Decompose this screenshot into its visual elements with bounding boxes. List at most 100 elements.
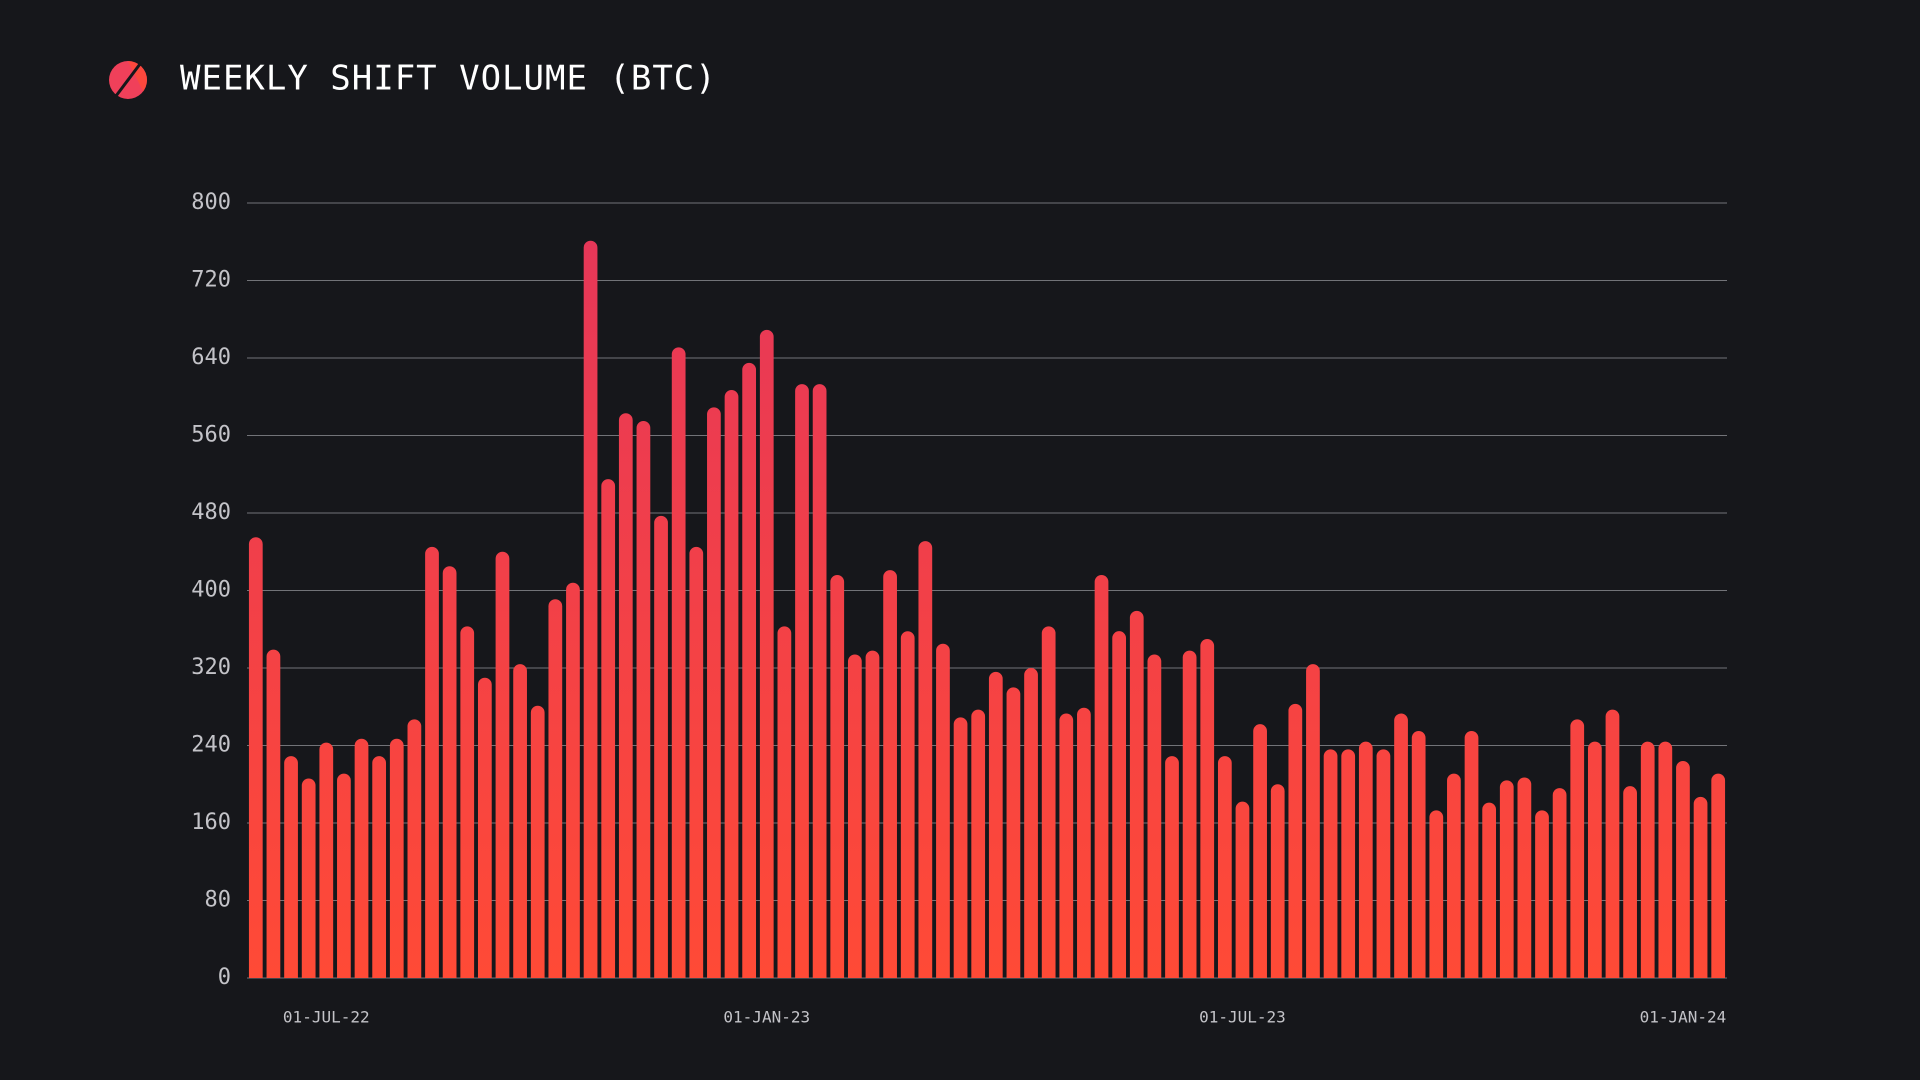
bar: [1306, 664, 1320, 978]
bar: [1129, 610, 1144, 978]
y-tick-label: 320: [191, 655, 231, 680]
bar: [1499, 780, 1514, 978]
y-tick-label: 400: [191, 578, 231, 603]
bar: [971, 709, 986, 978]
bar: [1711, 773, 1726, 978]
bar: [1676, 760, 1690, 978]
bar: [1323, 749, 1338, 978]
y-tick-label: 560: [191, 423, 231, 448]
bar: [1411, 730, 1426, 978]
bar: [442, 566, 457, 978]
bar: [1147, 654, 1162, 978]
bar: [566, 582, 580, 978]
bar: [1394, 713, 1408, 978]
bar: [354, 738, 369, 978]
bar: [689, 546, 704, 978]
y-tick-label: 240: [191, 733, 231, 758]
y-tick-label: 720: [191, 268, 231, 293]
bar: [1288, 703, 1303, 978]
bar: [407, 719, 422, 978]
bar: [918, 541, 933, 978]
bar: [847, 654, 862, 978]
bar: [671, 347, 686, 979]
bar: [900, 631, 915, 978]
bar: [812, 384, 827, 979]
bar: [1447, 773, 1461, 978]
y-tick-label: 480: [191, 500, 231, 525]
bar: [953, 717, 968, 978]
bar: [1376, 749, 1391, 978]
bar: [636, 420, 651, 978]
bar: [1341, 749, 1356, 978]
bar: [1482, 802, 1497, 978]
bar: [601, 479, 616, 978]
bar: [988, 671, 1003, 978]
x-tick-label: 01-JAN-23: [723, 1008, 810, 1027]
bar: [1693, 796, 1708, 978]
bar: [795, 384, 809, 978]
bar: [936, 643, 950, 978]
bar: [1429, 810, 1444, 978]
bar: [548, 599, 563, 978]
bar: [1640, 741, 1655, 978]
y-tick-label: 800: [191, 190, 231, 215]
bar: [513, 664, 527, 978]
bar: [372, 756, 387, 978]
bar: [319, 742, 334, 978]
bar: [389, 738, 404, 978]
bar: [865, 650, 880, 978]
bar: [759, 329, 774, 978]
bar: [1658, 741, 1673, 978]
bar: [830, 575, 845, 978]
bar: [1587, 741, 1602, 978]
y-tick-label: 0: [218, 965, 231, 990]
bar: [1059, 713, 1074, 978]
bar: [1182, 650, 1197, 978]
bar: [1270, 784, 1285, 978]
bar: [1535, 810, 1549, 978]
bar: [1464, 730, 1479, 978]
bar: [1165, 756, 1179, 978]
bar: [1253, 724, 1267, 978]
bar: [883, 570, 897, 978]
bar: [724, 389, 739, 979]
bar: [248, 537, 263, 978]
x-tick-label: 01-JUL-22: [283, 1008, 370, 1027]
bar: [707, 407, 721, 979]
logo: [109, 61, 147, 99]
bar: [1217, 756, 1232, 978]
bar: [1024, 667, 1038, 978]
bar: [460, 626, 475, 978]
bar: [1112, 631, 1127, 978]
bar: [301, 778, 316, 978]
bar: [1623, 786, 1637, 978]
bar: [1605, 709, 1620, 978]
chart-title: WEEKLY SHIFT VOLUME (BTC): [180, 59, 717, 99]
bar: [495, 551, 510, 978]
bar: [1235, 801, 1250, 978]
bar: [1006, 687, 1021, 978]
bar: [1570, 719, 1585, 978]
bar: [1358, 741, 1373, 978]
bar: [477, 677, 492, 978]
bar: [284, 756, 298, 978]
bar: [777, 626, 792, 978]
y-tick-label: 160: [191, 810, 231, 835]
bar: [1077, 707, 1091, 978]
bar: [530, 705, 545, 978]
x-tick-label: 01-JAN-24: [1640, 1008, 1727, 1027]
y-tick-label: 80: [205, 888, 232, 913]
bar: [742, 362, 757, 978]
bar: [1041, 626, 1056, 978]
bar: [583, 240, 598, 979]
y-tick-label: 640: [191, 345, 231, 370]
x-tick-label: 01-JUL-23: [1199, 1008, 1286, 1027]
bar: [618, 413, 633, 979]
bar: [1517, 777, 1532, 978]
bar: [337, 773, 351, 978]
bar: [1200, 638, 1215, 978]
bar: [425, 546, 439, 978]
bar: [1094, 574, 1109, 978]
